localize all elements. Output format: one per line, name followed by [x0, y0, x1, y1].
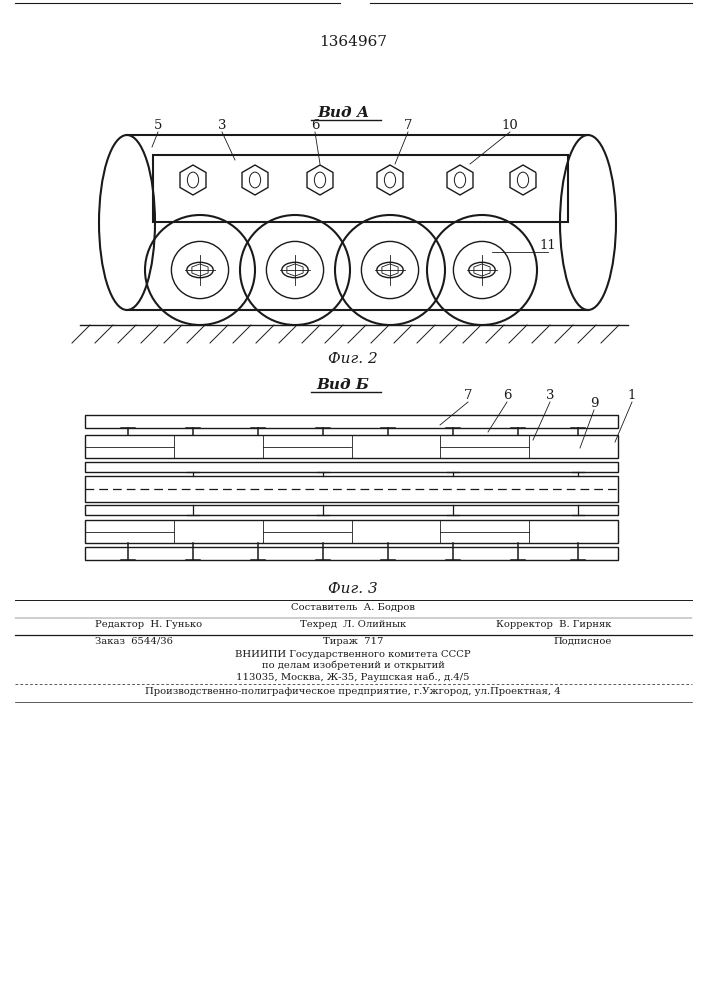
- Text: 1364967: 1364967: [319, 35, 387, 49]
- Text: Тираж  717: Тираж 717: [323, 637, 383, 646]
- Text: 10: 10: [502, 119, 518, 132]
- Text: Фиг. 2: Фиг. 2: [328, 352, 378, 366]
- Text: ВНИИПИ Государственного комитета СССР: ВНИИПИ Государственного комитета СССР: [235, 650, 471, 659]
- Bar: [85, 547, 618, 560]
- Text: Производственно-полиграфическое предприятие, г.Ужгород, ул.Проектная, 4: Производственно-полиграфическое предприя…: [145, 687, 561, 696]
- Bar: [85, 435, 618, 458]
- Bar: [85, 415, 618, 428]
- Text: Редактор  Н. Гунько: Редактор Н. Гунько: [95, 620, 202, 629]
- Text: 6: 6: [503, 389, 511, 402]
- Text: Техред  Л. Олийнык: Техред Л. Олийнык: [300, 620, 406, 629]
- Text: 1: 1: [628, 389, 636, 402]
- Text: 113035, Москва, Ж-35, Раушская наб., д.4/5: 113035, Москва, Ж-35, Раушская наб., д.4…: [236, 672, 469, 682]
- Text: Составитель  А. Бодров: Составитель А. Бодров: [291, 603, 415, 612]
- Text: по делам изобретений и открытий: по делам изобретений и открытий: [262, 661, 445, 670]
- Bar: [85, 520, 618, 543]
- Text: 5: 5: [154, 119, 162, 132]
- Bar: [85, 505, 618, 515]
- Bar: [85, 476, 618, 502]
- Bar: [85, 462, 618, 472]
- Text: Корректор  В. Гирняк: Корректор В. Гирняк: [496, 620, 612, 629]
- Text: Фиг. 3: Фиг. 3: [328, 582, 378, 596]
- Text: 7: 7: [404, 119, 412, 132]
- Text: 9: 9: [590, 397, 598, 410]
- Text: 7: 7: [464, 389, 472, 402]
- Text: Заказ  6544/36: Заказ 6544/36: [95, 637, 173, 646]
- Text: Вид А: Вид А: [317, 106, 369, 120]
- Text: 3: 3: [218, 119, 226, 132]
- Text: 6: 6: [311, 119, 320, 132]
- Text: Вид Б: Вид Б: [317, 378, 370, 392]
- Text: 11: 11: [539, 239, 556, 252]
- Text: Подписное: Подписное: [554, 637, 612, 646]
- Text: 3: 3: [546, 389, 554, 402]
